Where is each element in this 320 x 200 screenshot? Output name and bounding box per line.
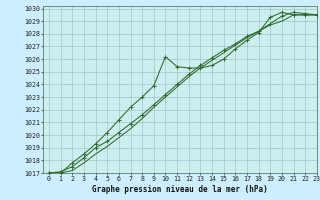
X-axis label: Graphe pression niveau de la mer (hPa): Graphe pression niveau de la mer (hPa) <box>92 185 268 194</box>
